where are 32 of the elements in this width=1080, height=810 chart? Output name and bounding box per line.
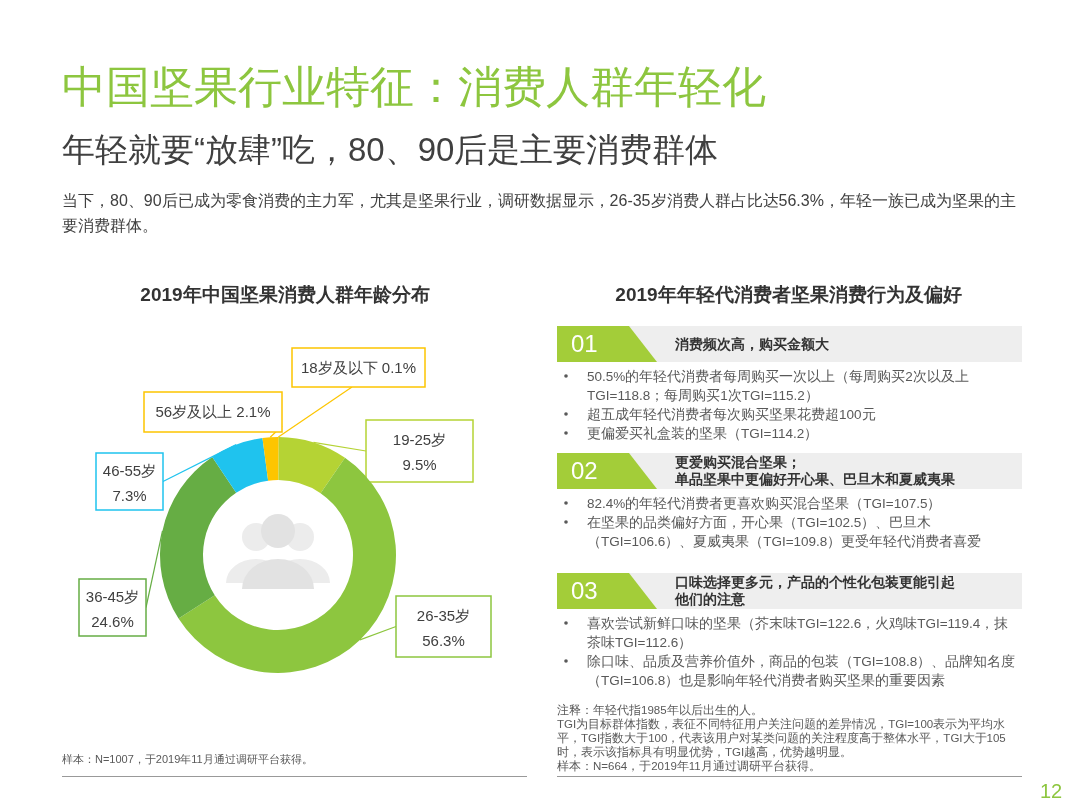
text: 2019年年轻代消费者坚果消费行为及偏好 (614, 283, 963, 307)
data-label: 24.6% (91, 612, 134, 630)
text: 年轻就要“放肆”吃，80、90后是主要消费群体 (62, 130, 719, 170)
chart-title: 2019年中国坚果消费人群年龄分布 (139, 283, 431, 307)
text: 更偏爱买礼盒装的坚果（TGI=114.2） (587, 426, 819, 441)
data-label: 9.5% (402, 456, 437, 473)
text: 82.4%的年轻代消费者更喜欢购买混合坚果（TGI=107.5） (587, 496, 942, 511)
text: 样本：N=664，于2019年11月通过调研平台获得。 (557, 759, 822, 773)
category-label: 更爱购买混合坚果；单品坚果中更偏好开心果、巴旦木和夏威夷果 (675, 454, 955, 487)
slice-label: 18岁及以下 0.1% (300, 358, 417, 376)
slice-label: 46-55岁 (102, 461, 157, 479)
text: 当下，80、90后已成为零食消费的主力军，尤其是坚果行业，调研数据显示，26-35岁消费人群占比达56.3%，年轻一族已成为坚果的主要消费群体。 (62, 191, 1017, 236)
category-label: 消费频次高，购买金额大 (675, 335, 829, 352)
text: 在坚果的品类偏好方面，开心果（TGI=102.5）、巴旦木（TGI=106.6）、夏威夷果（TGI=109.8）更受年轻代消费者喜爱 (587, 515, 982, 549)
text: 除口味、品质及营养价值外，商品的包装（TGI=108.8）、品牌知名度（TGI=106.8）也是影响年轻代消费者购买坚果的重要因素 (587, 654, 1016, 688)
text: 超五成年轻代消费者每次购买坚果花费超100元 (587, 407, 876, 422)
text: 中国坚果行业特征：消费人群年轻化 (62, 61, 766, 113)
slice-label: 36-45岁 (85, 587, 140, 605)
slice-label: 56岁及以上 2.1% (155, 403, 271, 420)
category-label: 03 (557, 573, 657, 609)
category-label: 02 (557, 453, 657, 489)
text: TGI为目标群体指数，表征不同特征用户关注问题的差异情况，TGI=100表示为平均水平，TGI指数大于100，代表该用户对某类问题的关注程度高于整体水平，TGI大于105时，表示该指标具有明显优势，TGI越高，优势越明显。 (557, 717, 1007, 759)
text: 50.5%的年轻代消费者每周购买一次以上（每周购买2次以及上TGI=118.8；每周购买1次TGI=115.2） (587, 369, 969, 403)
slice-label: 26-35岁 (416, 606, 471, 624)
category-label: 01 (557, 326, 657, 362)
text: 样本：N=1007，于2019年11月通过调研平台获得。 (62, 752, 313, 767)
category-label: 口味选择更多元，产品的个性化包装更能引起他们的注意 (675, 574, 955, 607)
text: 12 (1040, 780, 1063, 803)
data-label: 56.3% (422, 631, 465, 649)
data-label: 7.3% (112, 486, 147, 504)
text: 喜欢尝试新鲜口味的坚果（芥末味TGI=122.6，火鸡味TGI=119.4，抹茶味TGI=112.6） (587, 616, 1009, 650)
text: 注释：年轻代指1985年以后出生的人。 (557, 703, 764, 717)
